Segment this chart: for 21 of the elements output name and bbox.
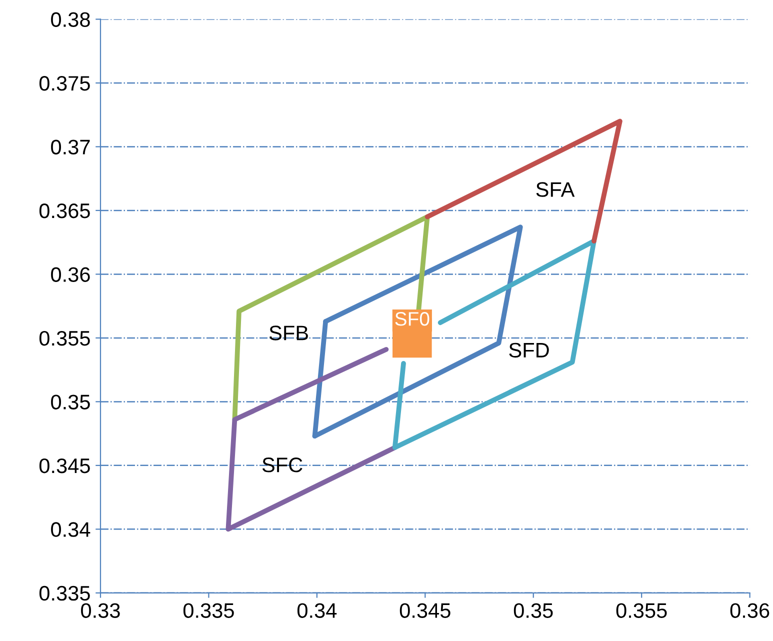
y-tick-label: 0.34 [51, 522, 90, 537]
x-tick-label: 0.36 [730, 603, 770, 618]
x-tick-label: 0.33 [81, 603, 120, 618]
y-tick-label: 0.37 [51, 140, 90, 154]
x-tick-label: 0.335 [183, 603, 234, 618]
x-tick-label: 0.345 [400, 603, 450, 618]
y-tick-label: 0.365 [39, 203, 90, 218]
y-tick-label: 0.345 [39, 458, 90, 474]
x-tick-label: 0.34 [297, 603, 337, 618]
x-tick-label: 0.35 [514, 603, 553, 618]
y-tick-label: 0.355 [39, 330, 90, 346]
y-tick-label: 0.36 [51, 267, 90, 282]
x-tick-label: 0.355 [616, 603, 667, 618]
annotation: SFB [269, 326, 308, 340]
annotation: SFA [536, 182, 575, 197]
y-tick-label: 0.35 [51, 394, 90, 410]
series-label: SF0 [395, 312, 430, 326]
y-tick-label: 0.375 [39, 76, 90, 91]
y-tick-label: 0.38 [51, 12, 90, 27]
y-tick-label: 0.335 [39, 586, 90, 601]
annotation: SFD [509, 342, 549, 358]
